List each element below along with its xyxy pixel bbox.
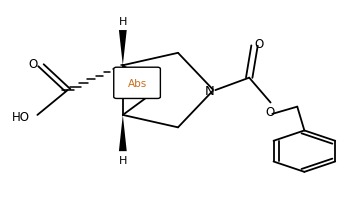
Text: O: O: [28, 57, 38, 70]
Text: HO: HO: [12, 111, 30, 124]
Text: H: H: [119, 156, 127, 166]
Text: H: H: [119, 17, 127, 27]
FancyBboxPatch shape: [114, 68, 160, 99]
Text: Abs: Abs: [127, 78, 147, 88]
Text: N: N: [205, 84, 215, 97]
Text: O: O: [254, 38, 263, 51]
Polygon shape: [119, 31, 127, 66]
Polygon shape: [119, 115, 127, 151]
Text: O: O: [266, 105, 275, 118]
